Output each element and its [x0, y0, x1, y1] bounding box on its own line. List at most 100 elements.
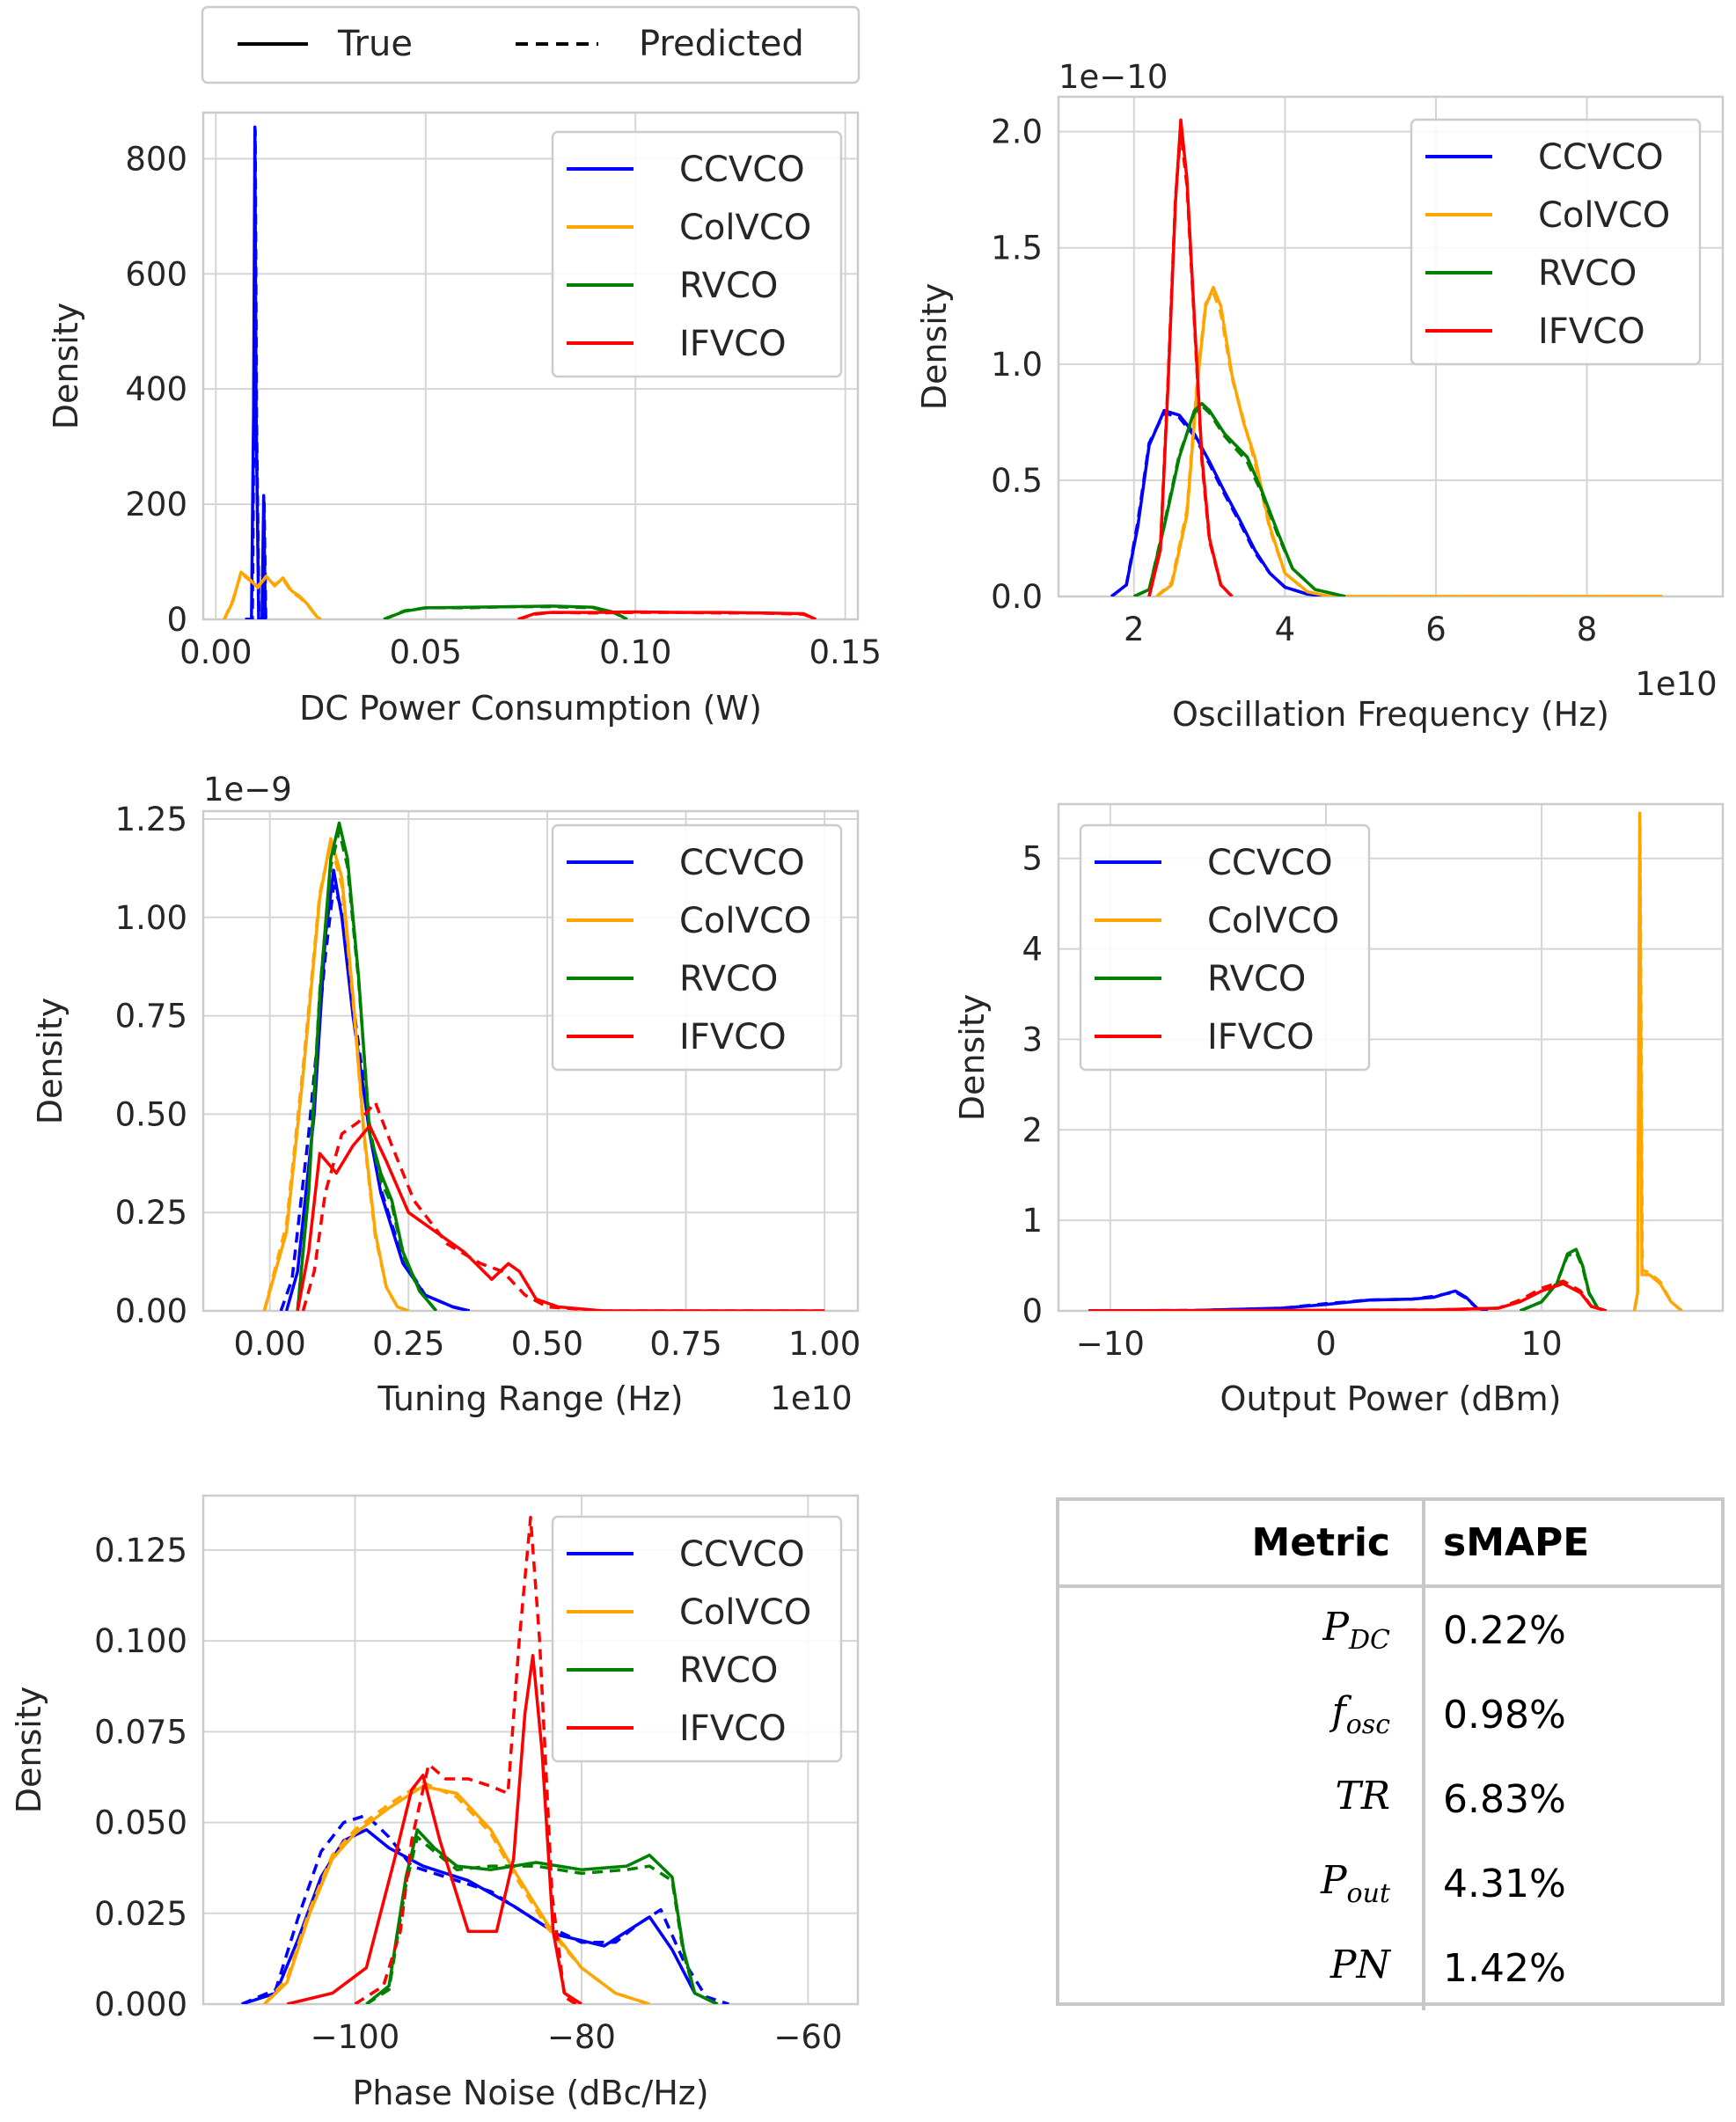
chart-dc-power: 0.00 0.05 0.10 0.15 0 200 400 600 800 DC Power Co…	[47, 111, 882, 728]
legend-label-rvco: RVCO	[1207, 959, 1306, 999]
y-axis-exponent: 1e−9	[203, 771, 292, 809]
legend-label-ifvco: IFVCO	[679, 1017, 787, 1057]
legend-label-ccvco: CCVCO	[679, 1534, 805, 1575]
series-line-ccvco-predicted	[1088, 1290, 1489, 1311]
metric-subscript: out	[1346, 1877, 1390, 1909]
chart-tuning-range: 0.00 0.25 0.50 0.75 1.00 0.00 0.25 0.50 0.75 1.00…	[31, 771, 861, 1418]
y-tick-label: 1.00	[115, 899, 187, 937]
metric-table-grid: Metric sMAPE PDC 0.22% fosc 0.98% TR 6.8…	[1059, 1501, 1721, 2010]
series-line-rvco-predicted	[1133, 404, 1346, 596]
chart-phase-noise: −100 −80 −60 0.000 0.025 0.050 0.075 0.100 0.125…	[10, 1494, 860, 2112]
legend-label-ccvco: CCVCO	[679, 150, 805, 190]
table-row: fosc 0.98%	[1059, 1672, 1721, 1757]
table-header-row: Metric sMAPE	[1059, 1501, 1721, 1588]
series-line-colvco-predicted	[1632, 820, 1683, 1311]
series-line-ifvco-predicted	[1147, 129, 1234, 596]
table-row: Pout 4.31%	[1059, 1841, 1721, 1926]
y-tick-label: 2	[1022, 1111, 1043, 1149]
legend-label-rvco: RVCO	[679, 959, 778, 999]
metric-cell: PDC	[1059, 1586, 1425, 1672]
smape-value: 0.98%	[1443, 1692, 1566, 1738]
plot-frame	[201, 809, 860, 1313]
series-legend: CCVCO ColVCO RVCO IFVCO	[1079, 823, 1371, 1072]
y-tick-label: 1.5	[991, 230, 1043, 267]
series-line-rvco-true	[296, 821, 438, 1311]
legend-label-ccvco: CCVCO	[1207, 843, 1333, 883]
series-line-ifvco-predicted	[301, 1101, 825, 1311]
x-tick-label: 0.25	[372, 1325, 444, 1363]
series-line-colvco-predicted	[223, 571, 322, 619]
y-tick-label: 1	[1022, 1202, 1043, 1240]
y-tick-label: 0.5	[991, 462, 1043, 500]
chart-output-power: −10 0 10 0 1 2 3 4 5 Output Power (dBm) Density CCV…	[953, 802, 1725, 1418]
series-line-colvco-predicted	[1155, 290, 1663, 596]
metric-symbol: PN	[1329, 1943, 1390, 1988]
y-tick-label: 400	[125, 370, 187, 408]
metric-symbol: TR	[1335, 1774, 1390, 1819]
x-tick-label: −100	[311, 2018, 400, 2056]
legend-frame	[551, 823, 843, 1072]
x-tick-label: 10	[1521, 1325, 1563, 1363]
y-tick-label: 0.125	[94, 1532, 187, 1570]
x-axis-exponent: 1e10	[1635, 665, 1717, 703]
y-tick-label: 3	[1022, 1021, 1043, 1058]
series-line-colvco-predicted	[263, 1781, 650, 2004]
y-tick-label: 800	[125, 140, 187, 178]
metric-subscript: DC	[1348, 1624, 1390, 1656]
y-tick-label: 0.025	[94, 1895, 187, 1933]
metric-table: Metric sMAPE PDC 0.22% fosc 0.98% TR 6.8…	[1056, 1497, 1725, 2010]
series-line-ifvco-true	[296, 1124, 825, 1311]
y-axis-exponent: 1e−10	[1058, 58, 1168, 96]
x-tick-label: 0.75	[649, 1325, 722, 1363]
legend-label-colvco: ColVCO	[679, 1592, 811, 1633]
legend-label-rvco: RVCO	[679, 1650, 778, 1691]
series-line-ccvco-predicted	[241, 1813, 729, 2004]
x-tick-label: −10	[1076, 1325, 1145, 1363]
y-axis-label: Density	[915, 283, 954, 410]
y-axis-label: Density	[10, 1687, 48, 1813]
smape-value: 1.42%	[1443, 1945, 1566, 1991]
legend-label-ifvco: IFVCO	[679, 324, 787, 364]
y-tick-label: 0.25	[115, 1194, 187, 1232]
y-tick-label: 1.25	[115, 801, 187, 838]
series-line-colvco-predicted	[262, 841, 409, 1311]
x-tick-label: 2	[1124, 611, 1145, 648]
x-tick-label: −80	[547, 2018, 616, 2056]
series-line-ifvco-predicted	[354, 1516, 577, 2004]
series-line-ifvco-predicted	[1088, 1279, 1608, 1311]
series-legend: CCVCO ColVCO RVCO IFVCO	[551, 1515, 843, 1763]
metric-symbol: P	[1320, 1858, 1347, 1904]
legend-frame	[551, 1515, 843, 1763]
y-tick-label: 0.050	[94, 1804, 187, 1842]
x-tick-label: −60	[773, 2018, 842, 2056]
metric-symbol: f	[1331, 1689, 1346, 1735]
series-line-rvco-predicted	[296, 829, 438, 1311]
y-tick-label: 600	[125, 255, 187, 293]
legend-label-ccvco: CCVCO	[1538, 137, 1664, 178]
header-metric: Metric	[1059, 1501, 1425, 1588]
header-smape: sMAPE	[1424, 1501, 1721, 1588]
plot-frame	[201, 1494, 860, 2006]
y-tick-label: 4	[1022, 931, 1043, 969]
legend-label-colvco: ColVCO	[679, 208, 811, 248]
y-tick-label: 200	[125, 486, 187, 523]
x-axis-label: Tuning Range (Hz)	[377, 1379, 683, 1418]
x-tick-label: 4	[1275, 611, 1296, 648]
x-axis-exponent: 1e10	[770, 1379, 852, 1417]
y-tick-label: 0.075	[94, 1713, 187, 1751]
y-axis-label: Density	[31, 998, 70, 1124]
y-tick-label: 2.0	[991, 113, 1043, 151]
metric-subscript: osc	[1345, 1709, 1390, 1740]
series-legend: CCVCO ColVCO RVCO IFVCO	[551, 130, 843, 378]
y-axis-label: Density	[47, 303, 85, 429]
series-line-rvco-predicted	[365, 1835, 719, 2004]
legend-label-rvco: RVCO	[679, 266, 778, 306]
x-tick-label: 0.00	[233, 1325, 305, 1363]
legend-label-ifvco: IFVCO	[679, 1709, 787, 1749]
x-axis-label: DC Power Consumption (W)	[299, 689, 762, 728]
metric-cell: fosc	[1059, 1672, 1425, 1757]
x-tick-label: 0.15	[809, 633, 881, 671]
legend-label-ccvco: CCVCO	[679, 843, 805, 883]
y-tick-label: 0.000	[94, 1986, 187, 2023]
x-axis-label: Phase Noise (dBc/Hz)	[352, 2074, 708, 2112]
